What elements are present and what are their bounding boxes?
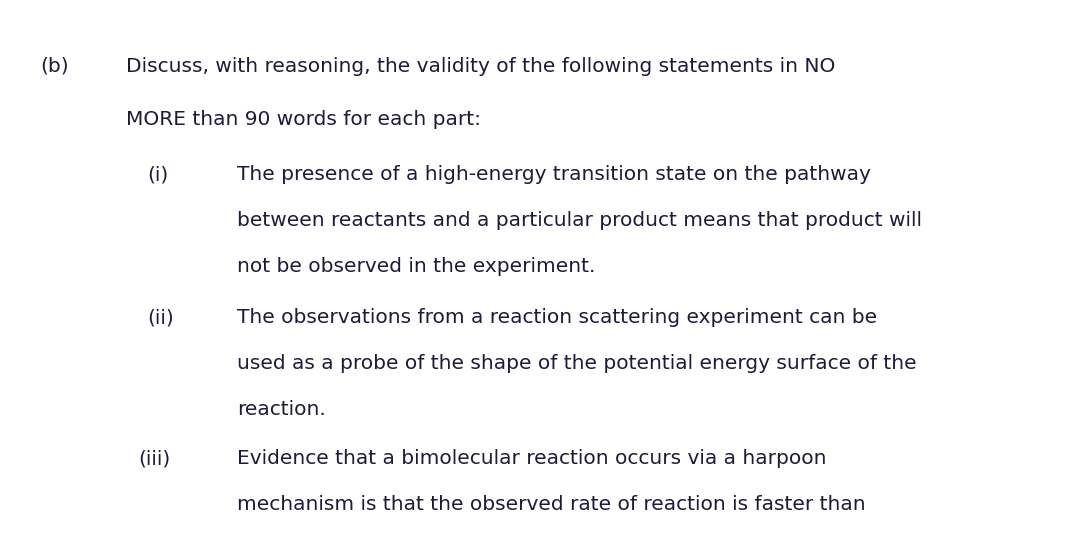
Text: reaction.: reaction.	[237, 400, 325, 419]
Text: The presence of a high-energy transition state on the pathway: The presence of a high-energy transition…	[237, 165, 871, 184]
Text: (b): (b)	[41, 57, 69, 76]
Text: MORE than 90 words for each part:: MORE than 90 words for each part:	[126, 110, 481, 129]
Text: (iii): (iii)	[139, 449, 171, 468]
Text: used as a probe of the shape of the potential energy surface of the: used as a probe of the shape of the pote…	[237, 354, 917, 373]
Text: The observations from a reaction scattering experiment can be: The observations from a reaction scatter…	[237, 308, 877, 327]
Text: (ii): (ii)	[147, 308, 174, 327]
Text: (i): (i)	[147, 165, 169, 184]
Text: Discuss, with reasoning, the validity of the following statements in NO: Discuss, with reasoning, the validity of…	[126, 57, 835, 76]
Text: Evidence that a bimolecular reaction occurs via a harpoon: Evidence that a bimolecular reaction occ…	[237, 449, 826, 468]
Text: mechanism is that the observed rate of reaction is faster than: mechanism is that the observed rate of r…	[237, 495, 865, 514]
Text: not be observed in the experiment.: not be observed in the experiment.	[237, 257, 595, 276]
Text: between reactants and a particular product means that product will: between reactants and a particular produ…	[237, 211, 922, 230]
